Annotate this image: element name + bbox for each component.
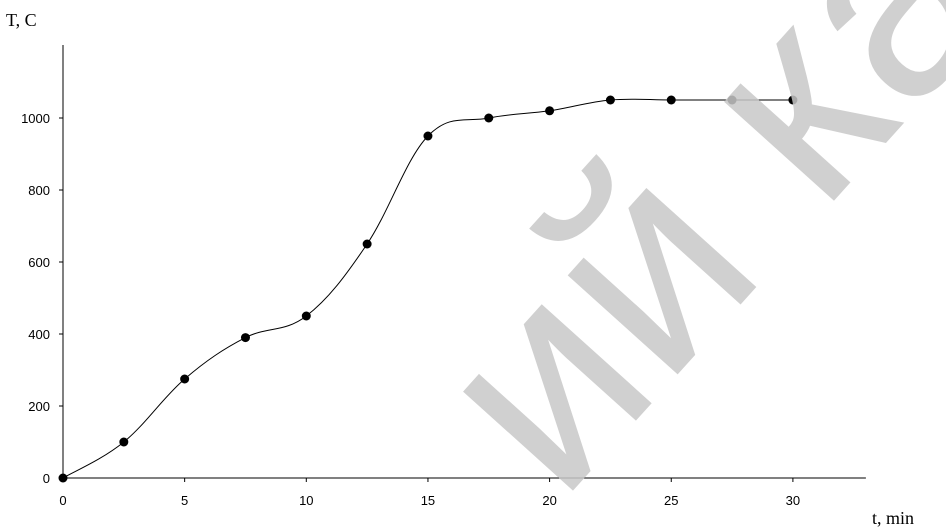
x-tick-label: 0: [59, 493, 66, 508]
y-tick-label: 0: [43, 471, 50, 486]
data-point: [423, 131, 433, 141]
data-points: [58, 95, 798, 483]
watermark: ий кар: [373, 0, 946, 528]
y-tick-label: 600: [28, 255, 50, 270]
x-tick-label: 10: [299, 493, 313, 508]
y-axis-title: T, C: [6, 10, 37, 30]
x-tick-label: 25: [664, 493, 678, 508]
y-tick-label: 200: [28, 399, 50, 414]
data-point: [58, 473, 68, 483]
y-tick-label: 1000: [21, 111, 50, 126]
x-tick-label: 20: [542, 493, 556, 508]
x-tick-label: 15: [421, 493, 435, 508]
x-axis-title: t, min: [872, 508, 914, 528]
data-point: [362, 239, 372, 249]
data-point: [727, 95, 737, 105]
data-point: [788, 95, 798, 105]
data-point: [180, 374, 190, 384]
data-point: [119, 437, 129, 447]
x-tick-label: 5: [181, 493, 188, 508]
data-point: [545, 106, 555, 116]
data-point: [240, 333, 250, 343]
y-tick-label: 800: [28, 183, 50, 198]
data-point: [484, 113, 494, 123]
y-tick-label: 400: [28, 327, 50, 342]
y-ticks: 0 200 400 600 800 1000: [21, 111, 63, 486]
data-point: [605, 95, 615, 105]
x-tick-label: 30: [786, 493, 800, 508]
data-point: [666, 95, 676, 105]
data-point: [301, 311, 311, 321]
x-ticks: 0 5 10 15 20 25 30: [59, 478, 800, 508]
